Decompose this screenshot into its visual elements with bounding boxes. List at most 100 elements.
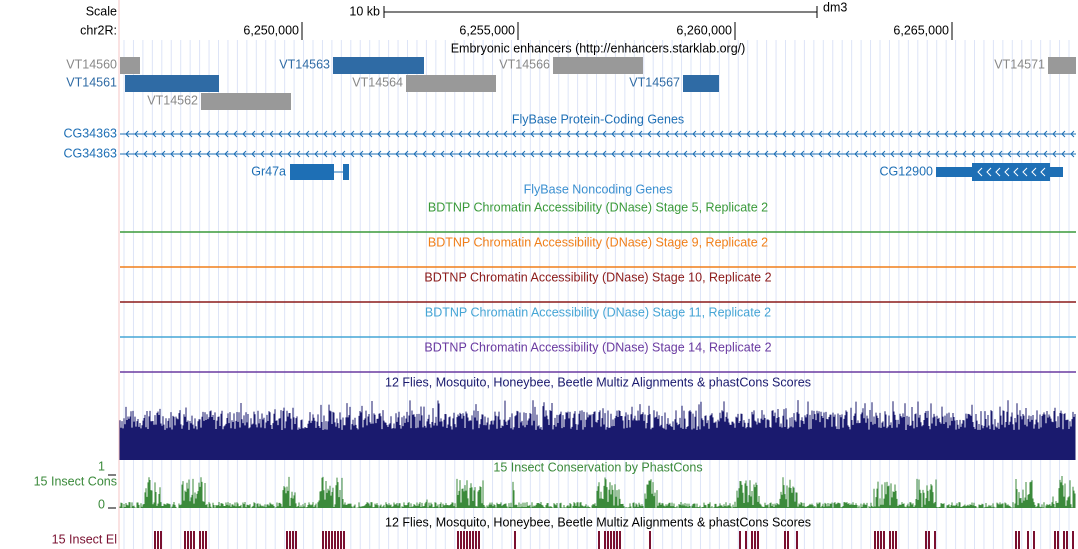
strand-arrow [530, 150, 535, 158]
strand-arrow [674, 150, 679, 158]
strand-arrow [872, 130, 877, 138]
strand-arrow [296, 130, 301, 138]
multiz-signal [119, 400, 1076, 460]
strand-arrow [638, 150, 643, 158]
strand-arrow [485, 150, 490, 158]
strand-arrow [980, 150, 985, 158]
strand-arrow [602, 130, 607, 138]
element-bar [202, 531, 204, 549]
strand-arrow [1007, 130, 1012, 138]
element-bar [514, 531, 516, 549]
strand-arrow [575, 150, 580, 158]
strand-arrow [962, 130, 967, 138]
enhancer-label: VT14571 [994, 57, 1045, 71]
strand-arrow [719, 130, 724, 138]
element-bar [157, 531, 159, 549]
assembly: dm3 [823, 0, 847, 14]
gene-label: CG34363 [63, 126, 117, 140]
gene-exon[interactable] [290, 164, 334, 180]
enhancer[interactable] [201, 93, 291, 110]
strand-arrow [323, 130, 328, 138]
strand-arrow [746, 130, 751, 138]
strand-arrow [854, 150, 859, 158]
gene-label: CG34363 [63, 146, 117, 160]
track-title: FlyBase Protein-Coding Genes [512, 112, 684, 126]
strand-arrow [539, 150, 544, 158]
strand-arrow [368, 130, 373, 138]
strand-arrow [854, 130, 859, 138]
strand-arrow [584, 130, 589, 138]
strand-arrow [467, 150, 472, 158]
gene-exon[interactable] [972, 163, 1050, 181]
strand-arrow [1013, 167, 1019, 177]
scale-length: 10 kb [349, 4, 380, 18]
strand-arrow [620, 150, 625, 158]
element-bar [466, 531, 468, 549]
strand-arrow [755, 150, 760, 158]
strand-arrow [701, 150, 706, 158]
strand-arrow [197, 130, 202, 138]
element-bar [796, 531, 798, 549]
enhancer[interactable] [683, 75, 719, 92]
strand-arrow [467, 130, 472, 138]
element-bar [604, 531, 606, 549]
element-bar [613, 531, 615, 549]
strand-arrow [566, 130, 571, 138]
strand-arrow [890, 150, 895, 158]
strand-arrow [647, 150, 652, 158]
enhancer[interactable] [333, 57, 424, 74]
ruler-tick-label: 6,250,000 [243, 23, 299, 37]
gene-label: Gr47a [251, 164, 286, 178]
element-bar [895, 531, 897, 549]
strand-arrow [449, 130, 454, 138]
strand-arrow [737, 150, 742, 158]
strand-arrow [971, 130, 976, 138]
strand-arrow [431, 150, 436, 158]
strand-arrow [926, 130, 931, 138]
strand-arrow [494, 130, 499, 138]
strand-arrow [1070, 130, 1075, 138]
strand-arrow [422, 150, 427, 158]
strand-arrow [512, 130, 517, 138]
strand-arrow [476, 150, 481, 158]
enhancer[interactable] [1048, 57, 1076, 74]
axis-label: 1 [98, 459, 105, 473]
strand-arrow [440, 150, 445, 158]
element-bar [757, 531, 759, 549]
ruler-tick-label: 6,265,000 [893, 23, 949, 37]
enhancer[interactable] [406, 75, 496, 92]
gene-label: CG12900 [879, 164, 933, 178]
strand-arrow [809, 150, 814, 158]
axis-label: 0 [98, 497, 105, 511]
enhancer-label: VT14562 [147, 93, 198, 107]
strand-arrow [251, 130, 256, 138]
strand-arrow [566, 150, 571, 158]
strand-arrow [863, 150, 868, 158]
strand-arrow [494, 150, 499, 158]
strand-arrow [665, 130, 670, 138]
gene-exon[interactable] [343, 164, 349, 180]
strand-arrow [476, 130, 481, 138]
strand-arrow [548, 130, 553, 138]
enhancer[interactable] [120, 57, 140, 74]
enhancer-label: VT14563 [279, 57, 330, 71]
strand-arrow [413, 150, 418, 158]
enhancer[interactable] [125, 75, 219, 92]
enhancer[interactable] [553, 57, 643, 74]
strand-arrow [539, 130, 544, 138]
element-bar [1015, 531, 1017, 549]
strand-arrow [827, 130, 832, 138]
strand-arrow [197, 150, 202, 158]
track-title: 12 Flies, Mosquito, Honeybee, Beetle Mul… [385, 515, 811, 529]
strand-arrow [557, 130, 562, 138]
enhancer-label: VT14564 [352, 75, 403, 89]
strand-arrow [440, 130, 445, 138]
track-title: BDTNP Chromatin Accessibility (DNase) St… [424, 270, 771, 284]
strand-arrow [629, 150, 634, 158]
element-bar [205, 531, 207, 549]
track-title: 15 Insect Conservation by PhastCons [493, 460, 702, 474]
strand-arrow [314, 150, 319, 158]
strand-arrow [161, 130, 166, 138]
element-bar [1033, 531, 1035, 549]
